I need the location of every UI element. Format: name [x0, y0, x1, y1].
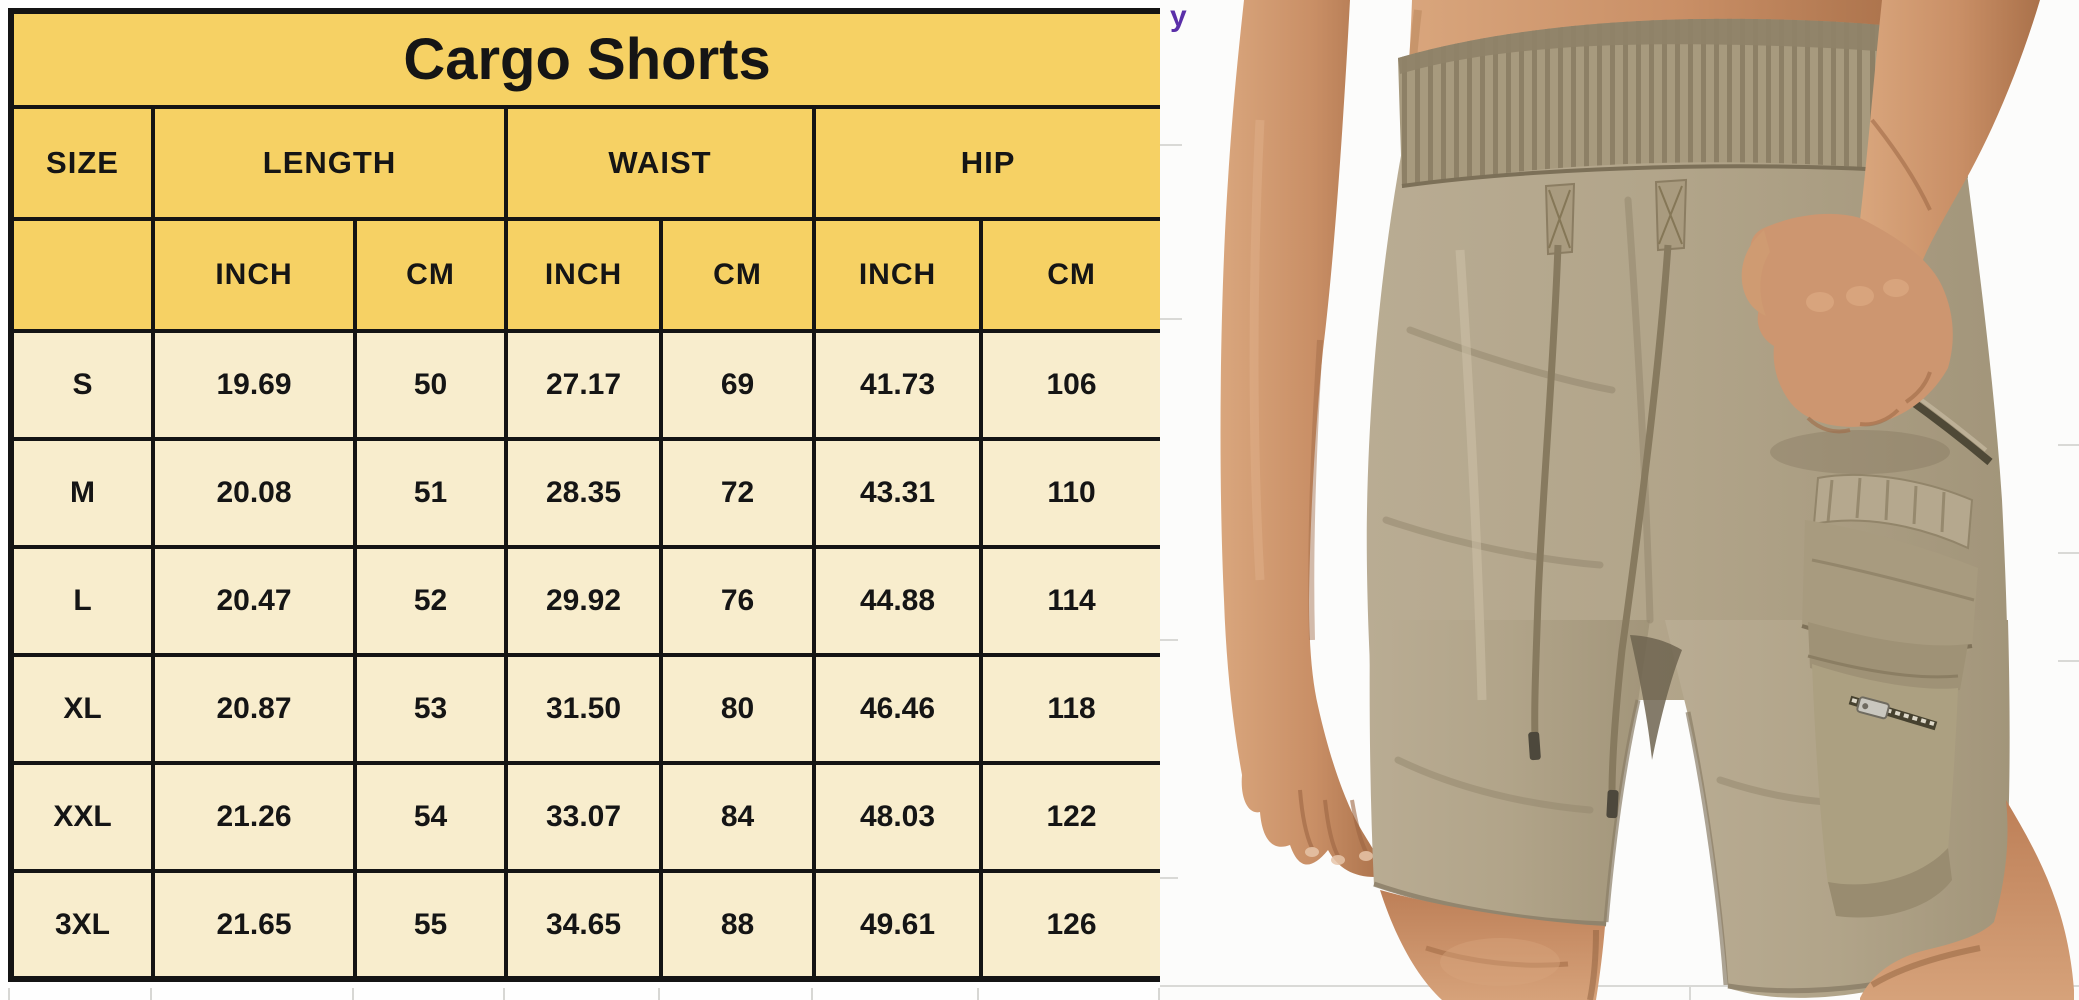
measurement-hip-inch: 44.88 — [812, 545, 983, 657]
size-row-m: M 20.08 51 28.35 72 43.31 110 — [9, 437, 1166, 549]
unit-header-length-cm: CM — [353, 217, 508, 333]
measurement-length-cm: 50 — [353, 329, 508, 441]
measurement-length-inch: 19.69 — [151, 329, 357, 441]
measurement-waist-inch: 28.35 — [504, 437, 663, 549]
measurement-waist-cm: 84 — [659, 761, 816, 873]
measurement-hip-inch: 48.03 — [812, 761, 983, 873]
left-leg — [1369, 620, 1650, 926]
pocket-body — [1812, 664, 1958, 887]
gridline — [658, 988, 660, 1000]
size-label: M — [9, 437, 155, 549]
measurement-waist-inch: 29.92 — [504, 545, 663, 657]
measurement-hip-cm: 126 — [978, 869, 1166, 981]
measurement-waist-cm: 88 — [659, 869, 816, 981]
measurement-length-cm: 55 — [353, 869, 508, 981]
measurement-length-cm: 54 — [353, 761, 508, 873]
chart-title: Cargo Shorts — [8, 9, 1166, 109]
right-hand — [1749, 213, 1953, 427]
unit-header-row: INCH CM INCH CM INCH CM — [9, 217, 1166, 333]
gridline — [503, 988, 505, 1000]
gridline — [150, 988, 152, 1000]
measurement-length-inch: 20.47 — [151, 545, 357, 657]
measurement-waist-cm: 76 — [659, 545, 816, 657]
size-chart-table: Cargo Shorts SIZE LENGTH WAIST HIP INCH … — [8, 8, 1167, 982]
measurement-length-cm: 53 — [353, 653, 508, 765]
left-knee — [1380, 890, 1605, 1000]
size-label: 3XL — [9, 869, 155, 981]
measurement-length-inch: 21.65 — [151, 869, 357, 981]
size-label: L — [9, 545, 155, 657]
unit-header-waist-cm: CM — [659, 217, 816, 333]
measurement-length-inch: 21.26 — [151, 761, 357, 873]
gridline — [352, 988, 354, 1000]
corner-glyph: y — [1170, 0, 1187, 33]
gridline — [1158, 988, 1160, 1000]
measurement-waist-cm: 72 — [659, 437, 816, 549]
drawstring-aglet — [1606, 789, 1619, 819]
measurement-length-cm: 52 — [353, 545, 508, 657]
pocket-zipper — [1848, 695, 1938, 731]
right-arm-hand-in-pocket — [1741, 0, 2040, 474]
measurement-length-inch: 20.87 — [151, 653, 357, 765]
measurement-hip-cm: 106 — [978, 329, 1166, 441]
measurement-length-cm: 51 — [353, 437, 508, 549]
gridline — [8, 988, 10, 1000]
elastic-waistband — [1398, 18, 1968, 819]
col-header-hip: HIP — [811, 105, 1166, 221]
measurement-waist-inch: 31.50 — [504, 653, 663, 765]
size-label: XXL — [9, 761, 155, 873]
measurement-waist-inch: 33.07 — [504, 761, 663, 873]
col-header-length: LENGTH — [151, 105, 508, 221]
measurement-hip-cm: 118 — [978, 653, 1166, 765]
gridline — [977, 988, 979, 1000]
thumb — [1741, 230, 1770, 316]
product-photo: y — [1160, 0, 2079, 1000]
measurement-waist-inch: 34.65 — [504, 869, 663, 981]
size-label: XL — [9, 653, 155, 765]
col-header-size: SIZE — [9, 105, 155, 221]
gridline — [811, 988, 813, 1000]
measurement-hip-inch: 49.61 — [812, 869, 983, 981]
size-label: S — [9, 329, 155, 441]
size-row-3xl: 3XL 21.65 55 34.65 88 49.61 126 — [9, 869, 1166, 981]
size-row-xl: XL 20.87 53 31.50 80 46.46 118 — [9, 653, 1166, 765]
left-arm — [1220, 0, 1388, 877]
title-row: Cargo Shorts — [8, 9, 1166, 109]
size-row-l: L 20.47 52 29.92 76 44.88 114 — [9, 545, 1166, 657]
measurement-hip-cm: 122 — [978, 761, 1166, 873]
drawstrings — [1528, 244, 1672, 819]
drawstring-tabs — [1544, 178, 1688, 256]
unit-header-hip-inch: INCH — [812, 217, 983, 333]
measurement-hip-inch: 46.46 — [812, 653, 983, 765]
cargo-pocket — [1801, 473, 1978, 918]
measurement-waist-cm: 80 — [659, 653, 816, 765]
measurement-hip-inch: 41.73 — [812, 329, 983, 441]
empty-header-cell — [9, 217, 155, 333]
drawstring-aglet — [1528, 731, 1541, 761]
pocket-flap — [1802, 520, 1978, 664]
measurement-length-inch: 20.08 — [151, 437, 357, 549]
measurement-hip-cm: 110 — [978, 437, 1166, 549]
measurement-hip-inch: 43.31 — [812, 437, 983, 549]
right-shin — [1860, 800, 2074, 1000]
measurement-waist-inch: 27.17 — [504, 329, 663, 441]
size-row-s: S 19.69 50 27.17 69 41.73 106 — [9, 329, 1166, 441]
col-header-waist: WAIST — [504, 105, 816, 221]
unit-header-hip-cm: CM — [978, 217, 1166, 333]
unit-header-length-inch: INCH — [151, 217, 357, 333]
size-row-xxl: XXL 21.26 54 33.07 84 48.03 122 — [9, 761, 1166, 873]
measurement-waist-cm: 69 — [659, 329, 816, 441]
group-header-row: SIZE LENGTH WAIST HIP — [9, 105, 1166, 221]
unit-header-waist-inch: INCH — [504, 217, 663, 333]
measurement-hip-cm: 114 — [978, 545, 1166, 657]
